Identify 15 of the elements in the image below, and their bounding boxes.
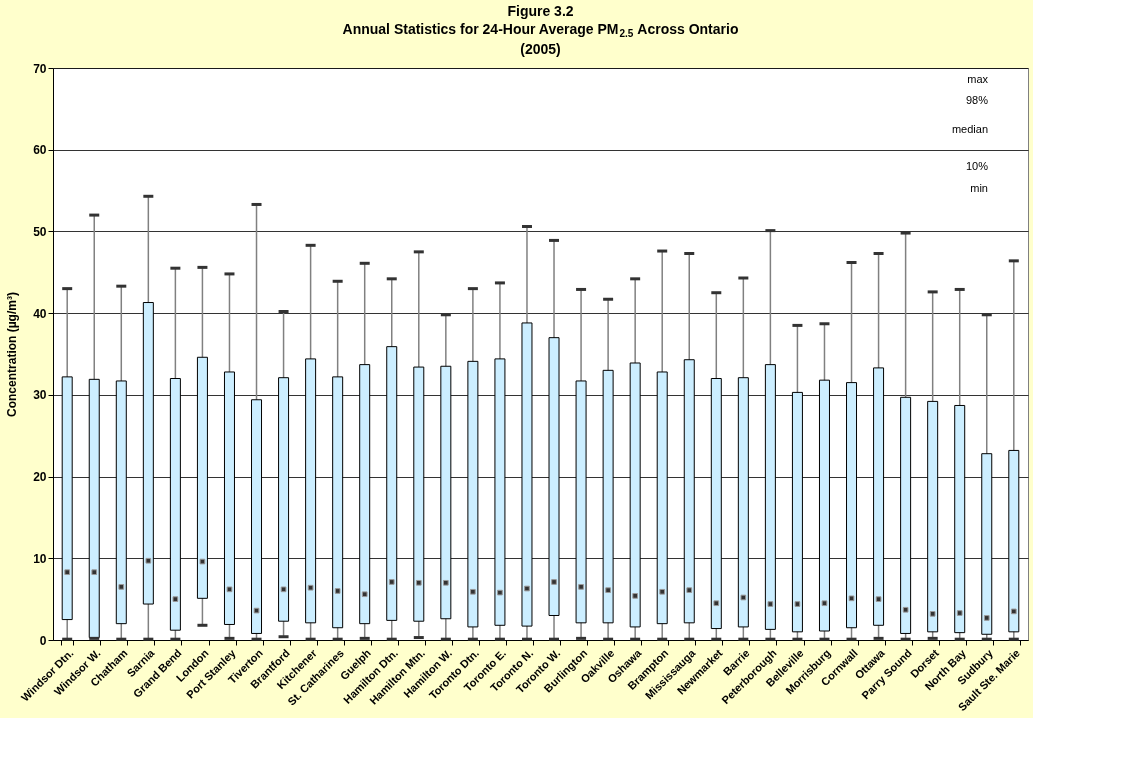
annotation: 10%	[965, 160, 989, 172]
y-tick-label: 40	[33, 306, 47, 321]
y-tick-label: 70	[33, 61, 47, 76]
y-tick-label: 0	[39, 633, 47, 648]
y-tick-label: 10	[33, 551, 47, 566]
y-tick-label: 20	[33, 470, 47, 485]
y-axis-title: Concentration (µg/m³)	[5, 292, 20, 417]
y-tick-label: 60	[33, 143, 47, 158]
annotation: 98%	[965, 94, 989, 106]
y-tick-label: 30	[33, 388, 47, 403]
annotation: median	[951, 123, 988, 135]
annotation: max	[967, 73, 989, 85]
y-tick-label: 50	[33, 224, 47, 239]
chart-title: Figure 3.2	[507, 3, 574, 19]
annotation: min	[970, 182, 988, 194]
